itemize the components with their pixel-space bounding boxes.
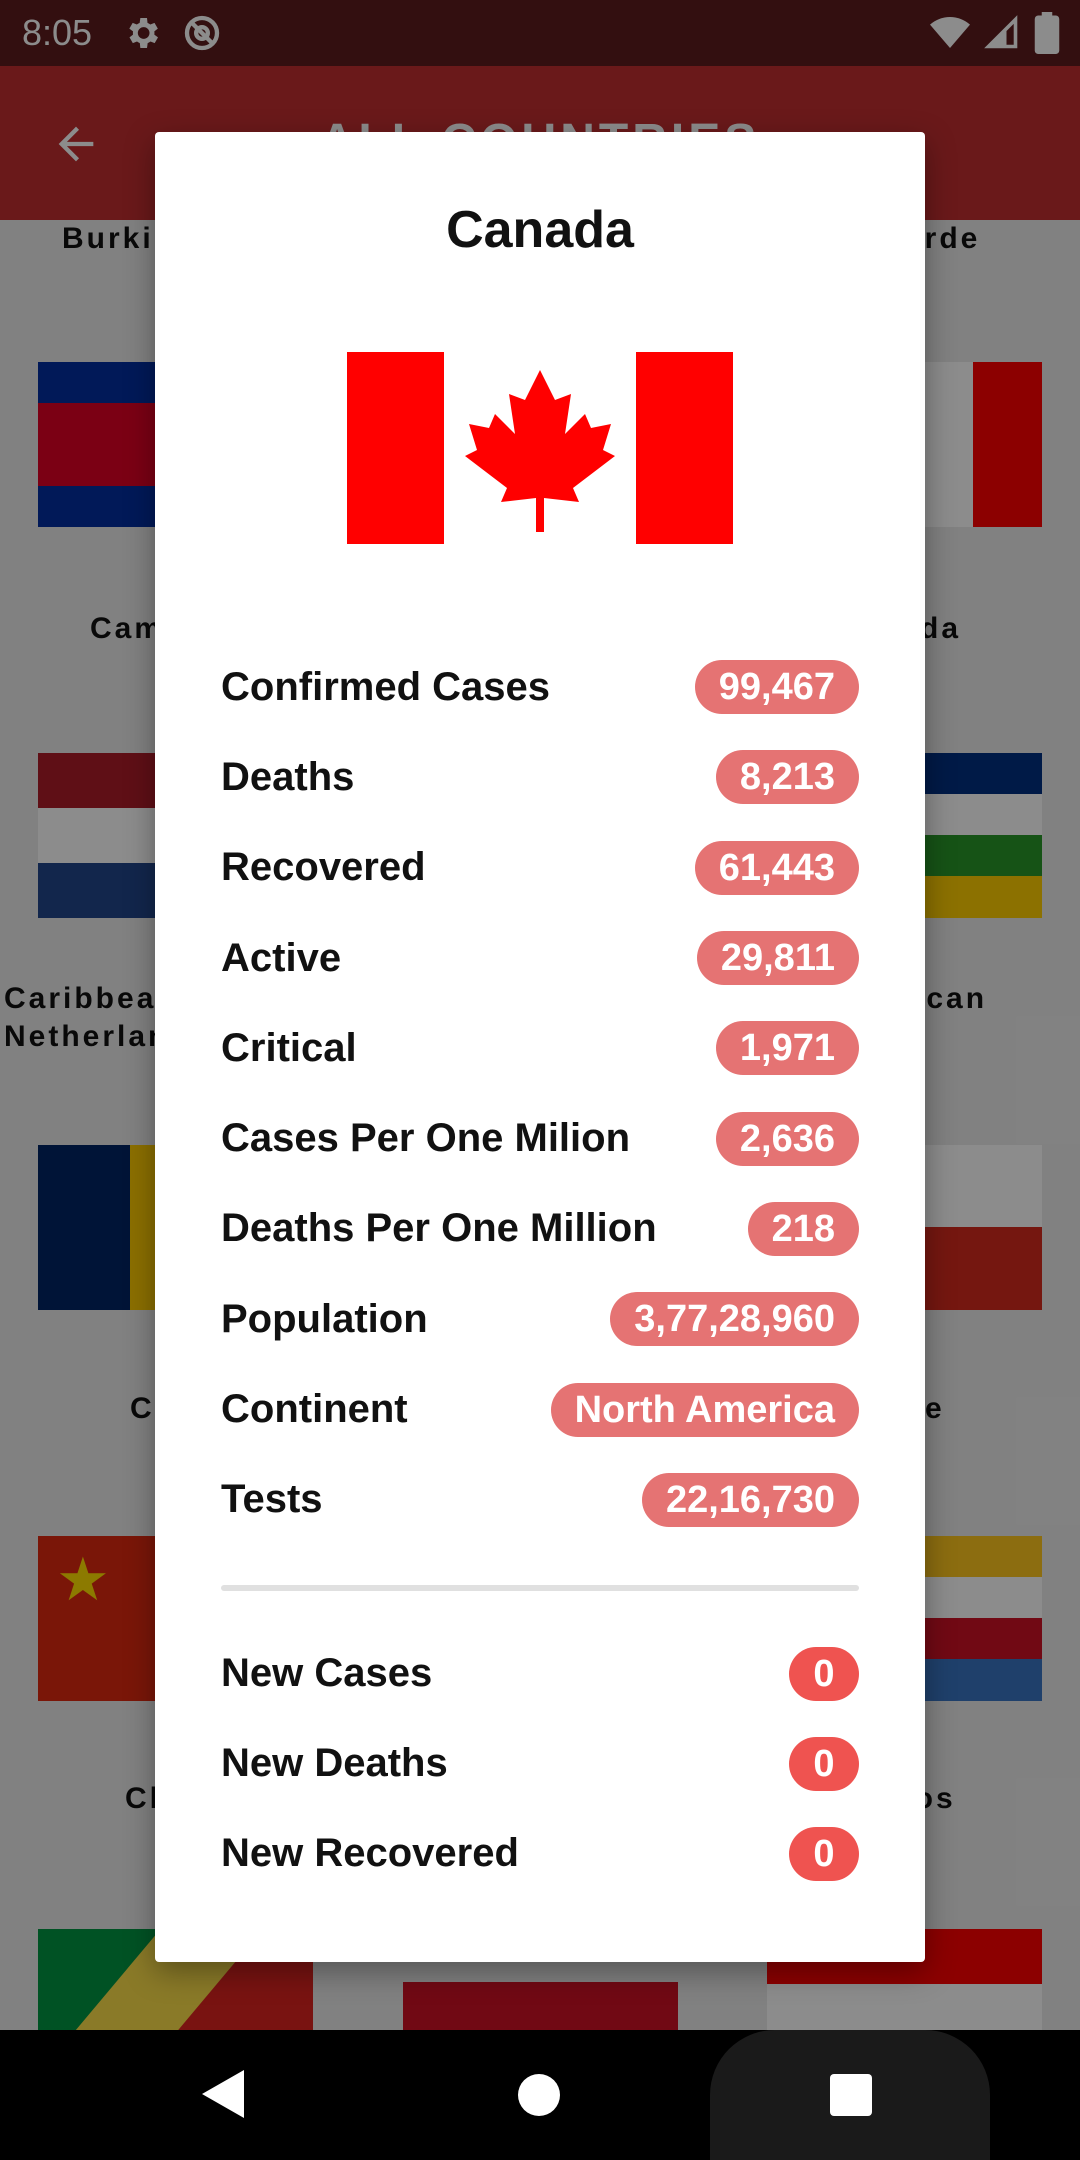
stat-row-new-recovered: New Recovered 0	[221, 1809, 859, 1899]
stat-label: Tests	[221, 1477, 323, 1522]
status-bar: 8:05	[0, 0, 1080, 66]
stat-label: Deaths	[221, 754, 355, 799]
stat-label: New Cases	[221, 1651, 433, 1696]
country-label[interactable]: Cl	[125, 1782, 161, 1815]
flag-costa-rica[interactable]	[403, 1982, 678, 2030]
recents-square-icon[interactable]	[830, 2074, 872, 2116]
divider	[221, 1584, 859, 1591]
stat-row-new-deaths: New Deaths 0	[221, 1719, 859, 1809]
battery-icon	[1034, 12, 1060, 54]
country-label[interactable]: ican	[915, 982, 988, 1015]
country-label[interactable]: Cam	[90, 612, 165, 645]
stat-row-active: Active 29,811	[221, 913, 859, 1003]
stat-label: New Deaths	[221, 1741, 448, 1786]
signal-icon	[984, 15, 1018, 49]
stat-row-new-cases: New Cases 0	[221, 1629, 859, 1719]
stat-label: Recovered	[221, 845, 426, 890]
stat-row-critical: Critical 1,971	[221, 1003, 859, 1093]
arrow-back-icon[interactable]	[50, 118, 102, 170]
back-triangle-icon[interactable]	[200, 2068, 246, 2120]
stat-row-confirmed: Confirmed Cases 99,467	[221, 642, 859, 732]
stat-label: Critical	[221, 1025, 357, 1070]
stat-value-badge: 29,811	[696, 931, 859, 986]
stat-value-badge: 218	[747, 1201, 859, 1256]
country-label[interactable]: da	[920, 612, 962, 645]
stat-label: New Recovered	[221, 1831, 519, 1876]
home-circle-icon[interactable]	[518, 2074, 560, 2116]
country-detail-dialog: Canada Confirmed Cases 99,467 Deaths 8,2…	[155, 132, 925, 1962]
dialog-title: Canada	[446, 201, 634, 259]
stat-label: Confirmed Cases	[221, 664, 550, 709]
country-label[interactable]: C	[130, 1392, 155, 1425]
stats-list: Confirmed Cases 99,467 Deaths 8,213 Reco…	[221, 642, 859, 1899]
country-label[interactable]: Caribbea Netherlan	[4, 982, 170, 1053]
canada-flag-image	[347, 352, 733, 544]
stat-value-badge: 2,636	[715, 1111, 859, 1166]
system-nav-bar	[0, 2030, 1080, 2160]
wifi-icon	[930, 17, 970, 48]
status-time: 8:05	[22, 12, 93, 53]
at-sign-icon	[184, 15, 220, 51]
country-label[interactable]: Burki	[62, 222, 154, 255]
stat-row-continent: Continent North America	[221, 1364, 859, 1454]
stat-value-badge: North America	[550, 1382, 859, 1437]
gear-icon	[129, 18, 159, 48]
country-label[interactable]: e	[925, 1392, 945, 1425]
stat-label: Cases Per One Milion	[221, 1116, 631, 1161]
stat-row-recovered: Recovered 61,443	[221, 823, 859, 913]
status-right-icons	[930, 12, 1060, 54]
stat-label: Active	[221, 935, 342, 980]
stat-value-badge: 3,77,28,960	[610, 1292, 859, 1347]
new-stats-list: New Cases 0 New Deaths 0 New Recovered 0	[221, 1629, 859, 1899]
stat-value-badge: 0	[789, 1736, 859, 1791]
stat-value-badge: 1,971	[715, 1021, 859, 1076]
stat-row-population: Population 3,77,28,960	[221, 1274, 859, 1364]
stat-value-badge: 61,443	[694, 840, 859, 895]
stat-label: Population	[221, 1296, 428, 1341]
stat-value-badge: 0	[789, 1646, 859, 1701]
stat-value-badge: 22,16,730	[641, 1472, 859, 1527]
stat-label: Deaths Per One Million	[221, 1206, 657, 1251]
stat-row-deaths: Deaths 8,213	[221, 732, 859, 822]
stat-row-deaths-per-million: Deaths Per One Million 218	[221, 1184, 859, 1274]
stat-value-badge: 0	[789, 1826, 859, 1881]
stat-row-cases-per-million: Cases Per One Milion 2,636	[221, 1093, 859, 1183]
stat-label: Continent	[221, 1387, 408, 1432]
stat-value-badge: 99,467	[694, 660, 859, 715]
stat-row-tests: Tests 22,16,730	[221, 1455, 859, 1545]
stat-value-badge: 8,213	[715, 750, 859, 805]
